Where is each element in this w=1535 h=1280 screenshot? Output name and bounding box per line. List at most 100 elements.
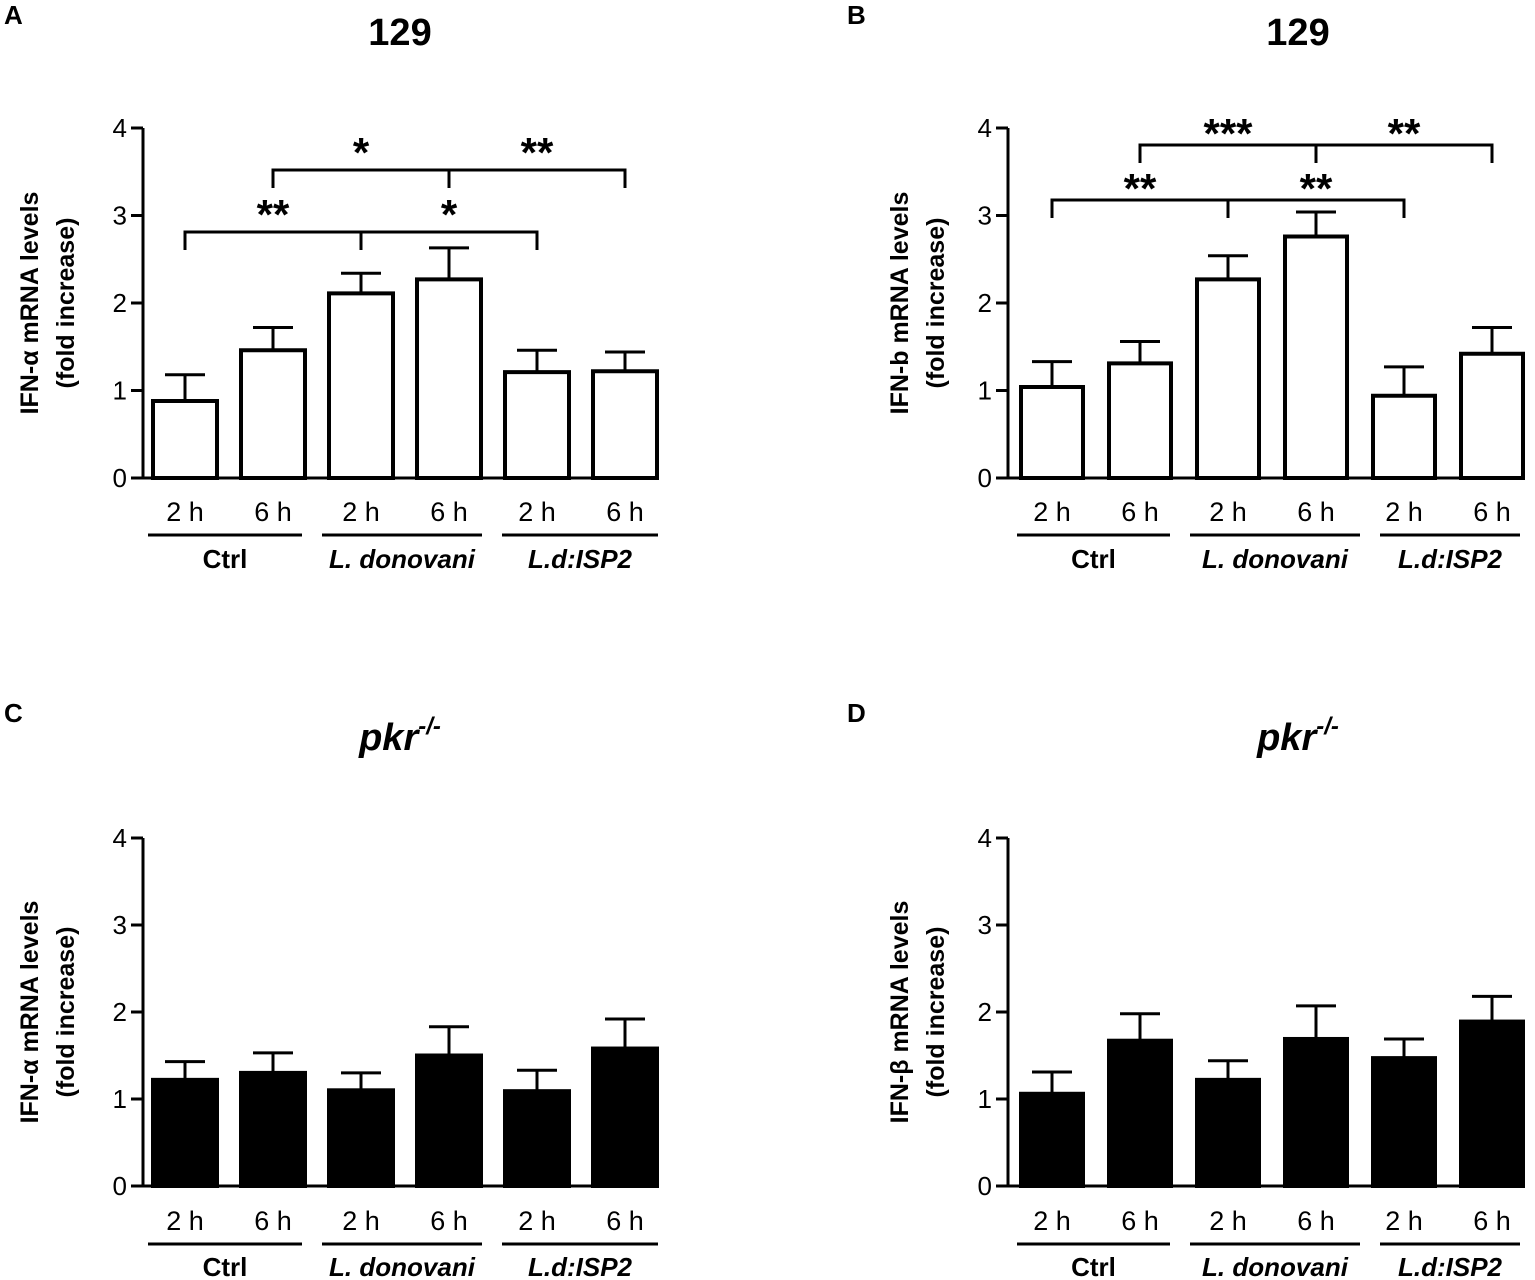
bar <box>151 399 219 480</box>
x-category-label: 2 h <box>342 497 380 527</box>
y-axis-label: IFN-b mRNA levels <box>886 192 914 415</box>
group-label: Ctrl <box>1071 544 1116 574</box>
chart-title-superscript: -/- <box>1316 713 1339 740</box>
x-category-label: 2 h <box>1385 497 1423 527</box>
bar <box>503 370 571 480</box>
x-category-label: 6 h <box>1121 497 1159 527</box>
y-tick-label: 2 <box>113 288 127 318</box>
panel-b: B 129 IFN-b mRNA levels (fold increase) 0 1 2 3… <box>847 0 1525 574</box>
x-category-label: 2 h <box>166 1206 204 1236</box>
group-label: L. donovani <box>1202 544 1349 574</box>
bar <box>1195 1077 1261 1188</box>
y-tick-label: 1 <box>113 1084 127 1114</box>
bar <box>415 277 483 480</box>
y-tick-label: 4 <box>978 113 992 143</box>
group-label: Ctrl <box>203 1252 248 1280</box>
y-tick-label: 1 <box>978 376 992 406</box>
panel-letter: B <box>847 0 866 30</box>
bar <box>327 1088 395 1189</box>
x-category-label: 6 h <box>606 497 644 527</box>
significance-label: * <box>353 129 370 176</box>
panel-letter: C <box>4 698 23 728</box>
bar <box>327 291 395 480</box>
y-tick-label: 4 <box>113 823 127 853</box>
bar <box>591 369 659 480</box>
y-axis-label: IFN-α mRNA levels <box>16 192 44 415</box>
bar <box>1195 277 1261 480</box>
x-category-label: 2 h <box>518 1206 556 1236</box>
chart-title: 129 <box>368 12 431 54</box>
y-tick-label: 3 <box>113 910 127 940</box>
bar <box>415 1053 483 1188</box>
bar <box>1371 1056 1437 1188</box>
chart-title: 129 <box>1266 12 1329 54</box>
y-tick-label: 3 <box>978 201 992 231</box>
significance-bracket <box>447 168 627 188</box>
bar <box>591 1046 659 1189</box>
significance-label: * <box>441 191 458 238</box>
significance-bracket <box>359 230 539 250</box>
bar <box>1283 1036 1349 1188</box>
x-category-label: 2 h <box>1209 497 1247 527</box>
x-category-label: 6 h <box>1297 1206 1335 1236</box>
significance-label: *** <box>1203 110 1253 157</box>
x-category-label: 6 h <box>254 1206 292 1236</box>
group-label: L.d:ISP2 <box>1398 1252 1503 1280</box>
x-category-label: 6 h <box>430 497 468 527</box>
x-category-label: 6 h <box>1297 497 1335 527</box>
chart-title: pkr-/- <box>1256 713 1339 759</box>
y-tick-label: 3 <box>113 201 127 231</box>
bar <box>1019 1091 1085 1189</box>
y-tick-label: 0 <box>113 1171 127 1201</box>
chart-title-main: pkr <box>358 717 420 759</box>
group-label: L. donovani <box>329 544 476 574</box>
group-label: L. donovani <box>1202 1252 1349 1280</box>
y-axis-label: IFN-α mRNA levels <box>16 901 44 1124</box>
bar <box>1283 234 1349 480</box>
panel-a: A 129 IFN-α mRNA levels (fold increase) 0 1 2 3… <box>4 0 659 574</box>
y-tick-label: 1 <box>978 1084 992 1114</box>
group-label: Ctrl <box>203 544 248 574</box>
chart-title-main: pkr <box>1256 717 1318 759</box>
y-tick-label: 3 <box>978 910 992 940</box>
x-category-label: 6 h <box>606 1206 644 1236</box>
y-axis-label-unit: (fold increase) <box>922 218 950 389</box>
y-tick-label: 2 <box>978 288 992 318</box>
bar <box>503 1089 571 1189</box>
bar <box>1019 385 1085 480</box>
x-category-label: 2 h <box>1033 1206 1071 1236</box>
bar <box>1371 393 1437 480</box>
y-tick-label: 0 <box>978 463 992 493</box>
y-axis-label-unit: (fold increase) <box>52 927 80 1098</box>
x-category-label: 2 h <box>1209 1206 1247 1236</box>
y-tick-label: 1 <box>113 376 127 406</box>
bar <box>239 348 307 480</box>
x-category-label: 6 h <box>430 1206 468 1236</box>
significance-label: ** <box>1300 165 1333 212</box>
bar <box>1107 1038 1173 1188</box>
significance-label: ** <box>1124 165 1157 212</box>
y-tick-label: 2 <box>113 997 127 1027</box>
group-label: L.d:ISP2 <box>528 1252 633 1280</box>
x-category-label: 6 h <box>1121 1206 1159 1236</box>
panel-letter: A <box>4 0 23 30</box>
x-category-label: 6 h <box>1473 497 1511 527</box>
chart-title: pkr-/- <box>358 713 441 759</box>
y-axis-label-unit: (fold increase) <box>52 218 80 389</box>
y-tick-label: 4 <box>978 823 992 853</box>
x-category-label: 6 h <box>254 497 292 527</box>
group-label: L. donovani <box>329 1252 476 1280</box>
y-axis-label: IFN-β mRNA levels <box>886 901 914 1124</box>
x-category-label: 2 h <box>166 497 204 527</box>
bar <box>1459 1019 1525 1188</box>
x-category-label: 2 h <box>1033 497 1071 527</box>
x-category-label: 2 h <box>518 497 556 527</box>
group-label: L.d:ISP2 <box>528 544 633 574</box>
significance-label: ** <box>1388 110 1421 157</box>
y-tick-label: 0 <box>978 1171 992 1201</box>
chart-title-main: 129 <box>1266 12 1329 54</box>
significance-bracket <box>1226 198 1406 218</box>
panel-letter: D <box>847 698 866 728</box>
significance-label: ** <box>521 129 554 176</box>
